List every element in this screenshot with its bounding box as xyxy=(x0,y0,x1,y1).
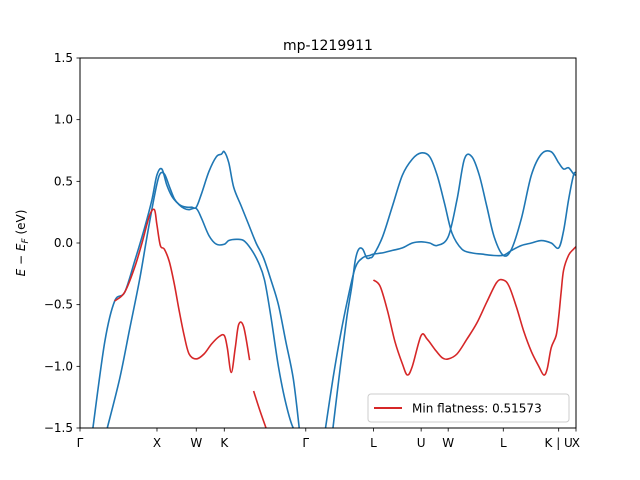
y-tick-label-1: −1.0 xyxy=(44,359,73,373)
x-tick-label-9: K | U xyxy=(545,436,573,450)
y-label-unit: (eV) xyxy=(14,210,28,239)
x-tick-label-10: X xyxy=(572,436,580,450)
x-tick-label-1: X xyxy=(153,436,161,450)
legend: Min flatness: 0.51573 xyxy=(367,393,570,423)
x-tick-label-6: U xyxy=(417,436,426,450)
flat-band-segment-3 xyxy=(372,246,576,376)
y-axis: −1.5 −1.0 −0.5 0.0 0.5 1.0 1.5 xyxy=(44,51,80,435)
band-line-3 xyxy=(332,152,576,428)
x-tick-label-0: Γ xyxy=(77,436,84,450)
y-label-e2: E xyxy=(14,243,28,251)
band-line-2 xyxy=(106,171,300,428)
plot-background xyxy=(80,58,576,428)
legend-label: Min flatness: 0.51573 xyxy=(412,402,542,416)
flat-band-segment-2 xyxy=(252,390,267,428)
x-tick-label-7: W xyxy=(442,436,454,450)
y-tick-label-0: −1.5 xyxy=(44,421,73,435)
band-line-4 xyxy=(324,150,576,428)
y-tick-label-6: 1.5 xyxy=(54,51,73,65)
y-tick-label-5: 1.0 xyxy=(54,113,73,127)
y-label-sub-f: F xyxy=(21,238,31,244)
y-label-minus: − xyxy=(14,251,28,269)
x-tick-label-5: L xyxy=(370,436,377,450)
bands-layer xyxy=(92,150,576,428)
x-tick-label-3: K xyxy=(220,436,229,450)
y-tick-label-2: −0.5 xyxy=(44,298,73,312)
y-tick-label-3: 0.0 xyxy=(54,236,73,250)
y-tick-label-4: 0.5 xyxy=(54,174,73,188)
chart-title: mp-1219911 xyxy=(283,38,373,54)
x-tick-label-8: L xyxy=(500,436,507,450)
legend-box xyxy=(367,393,570,423)
flat-band-segment-1 xyxy=(114,208,251,374)
y-label-e: E xyxy=(14,268,28,276)
x-tick-label-4: Γ xyxy=(302,436,309,450)
y-axis-label: E − EF (eV) xyxy=(14,210,31,277)
band-line-1 xyxy=(92,150,301,428)
x-tick-label-2: W xyxy=(190,436,202,450)
